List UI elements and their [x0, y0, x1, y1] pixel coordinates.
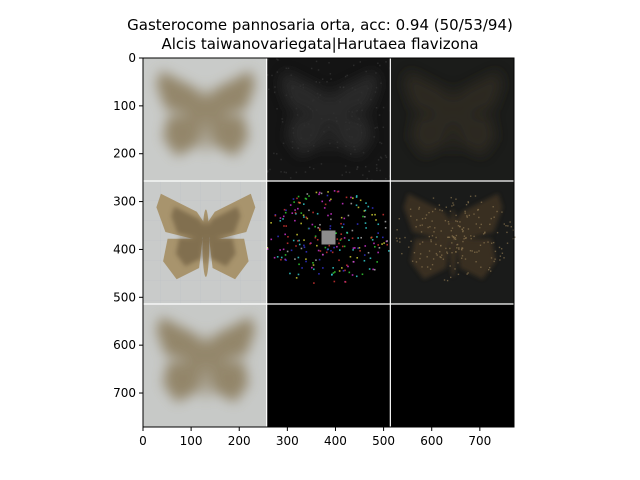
y-tick-label: 0: [128, 51, 136, 65]
x-tick-label: 100: [180, 434, 203, 448]
image-tile-r0-c2: [390, 58, 514, 181]
moth-body: [203, 217, 209, 265]
image-tile-r1-c2: [390, 181, 516, 304]
y-tick-label: 200: [113, 147, 136, 161]
moth-wing: [209, 115, 249, 157]
y-tick-label: 600: [113, 338, 136, 352]
image-tile-r1-c1: [266, 181, 392, 304]
image-tile-r2-c1: [266, 304, 391, 427]
x-tick-label: 500: [372, 434, 395, 448]
chart-title-line-1: Gasterocome pannosaria orta, acc: 0.94 (…: [127, 16, 513, 34]
moth-wing: [209, 361, 249, 403]
image-tile-r1-c0: [143, 181, 267, 304]
moth-wing: [332, 115, 373, 157]
y-tick-label: 300: [113, 195, 136, 209]
moth-wing: [403, 193, 454, 241]
moth-wing: [175, 238, 204, 267]
moth-body: [326, 86, 333, 154]
moth-wing: [329, 70, 379, 118]
moth-wing: [403, 70, 454, 118]
x-tick-label: 400: [324, 434, 347, 448]
moth-body: [449, 209, 457, 277]
moth-wing: [163, 115, 203, 157]
moth-wing: [205, 206, 241, 240]
image-tile-r2-c0: [143, 304, 267, 427]
moth-wing: [156, 316, 206, 364]
moth-body: [202, 86, 210, 154]
x-tick-label: 600: [420, 434, 443, 448]
moth-wing: [410, 238, 450, 280]
moth-wing: [171, 206, 206, 240]
moth-wing: [286, 115, 327, 157]
x-tick-label: 700: [468, 434, 491, 448]
moth-wing: [205, 316, 256, 364]
moth-wing: [156, 70, 206, 118]
moth-body: [202, 332, 210, 400]
moth-wing: [410, 115, 450, 157]
chart-title-line-2: Alcis taiwanovariegata|Harutaea flavizon…: [161, 35, 479, 53]
y-tick-label: 400: [113, 242, 136, 256]
moth-wing: [208, 238, 236, 267]
image-tile-r2-c2: [390, 304, 514, 427]
x-tick-label: 200: [228, 434, 251, 448]
x-tick-label: 300: [276, 434, 299, 448]
moth-wing: [453, 193, 503, 241]
moth-wing: [453, 70, 503, 118]
moth-wing: [205, 70, 256, 118]
x-tick-label: 0: [139, 434, 147, 448]
axes-frame: [142, 57, 515, 428]
image-tile-r0-c0: [143, 58, 267, 181]
moth-wing: [456, 115, 496, 157]
moth-wing: [456, 238, 496, 280]
moth-wing: [280, 70, 330, 118]
y-tick-label: 500: [113, 290, 136, 304]
image-tile-r0-c1: [266, 58, 392, 182]
y-tick-label: 100: [113, 99, 136, 113]
moth-wing: [163, 361, 203, 403]
y-tick-label: 700: [113, 386, 136, 400]
moth-body: [449, 86, 457, 154]
